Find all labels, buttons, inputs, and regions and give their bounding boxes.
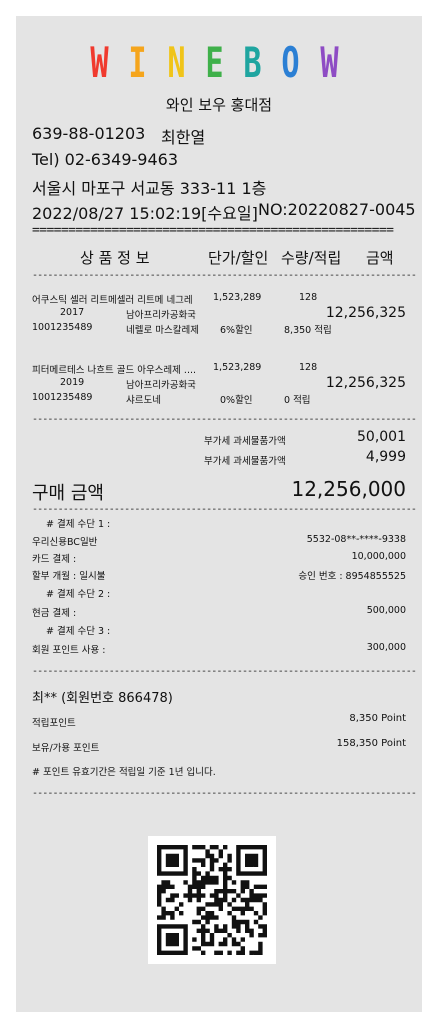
double-separator: ========================================… (32, 223, 394, 238)
business-number: 639-88-01203 (32, 124, 146, 143)
tax-label: 부가세 과세물품가액 (204, 436, 286, 447)
header-product: 상 품 정 보 (80, 249, 150, 267)
item-price: 1,523,289 (213, 292, 262, 303)
balance-points-label: 보유/가용 포인트 (32, 743, 100, 754)
logo-letter: B (243, 38, 272, 87)
receipt-number: NO:20220827-0045 (258, 200, 416, 219)
logo-letter: O (281, 38, 310, 87)
tax-value: 4,999 (365, 449, 406, 465)
payment-method-2: # 결제 수단 2 : (46, 589, 111, 600)
receipt-datetime: 2022/08/27 15:02:19[수요일] (32, 204, 258, 223)
item-amount: 12,256,325 (325, 375, 406, 391)
qr-code-image (157, 845, 267, 955)
logo-letter: W (320, 38, 348, 87)
total-value: 12,256,000 (291, 477, 406, 501)
tax-label: 부가세 과세물품가액 (204, 456, 286, 467)
item-vintage: 2017 (60, 307, 85, 318)
logo-letter: N (166, 38, 195, 87)
card-amount: 10,000,000 (351, 551, 406, 562)
installment: 할부 개월 : 일시불 (32, 571, 106, 582)
item-points: 0 적립 (284, 395, 311, 406)
logo-letter: W (90, 38, 118, 87)
payment-method-3: # 결제 수단 3 : (46, 626, 111, 637)
item-code: 1001235489 (32, 322, 93, 333)
item-code: 1001235489 (32, 392, 93, 403)
card-label: 카드 결제 : (32, 554, 77, 565)
points-use-amount: 300,000 (366, 642, 406, 653)
cash-amount: 500,000 (366, 605, 406, 616)
earned-points-label: 적립포인트 (32, 718, 76, 729)
store-tel: Tel) 02-6349-9463 (32, 150, 179, 169)
balance-points-value: 158,350 Point (336, 738, 406, 749)
item-discount: 0%할인 (220, 395, 253, 406)
member-info: 최** (회원번호 866478) (32, 691, 173, 706)
item-name: 피터메르테스 나흐트 골드 아우스레제 .... (32, 365, 196, 376)
logo-letter: I (128, 38, 157, 87)
item-origin: 남아프리카공화국 (126, 380, 196, 391)
total-label: 구매 금액 (32, 483, 104, 504)
item-qty: 128 (299, 292, 318, 303)
owner-name: 최한열 (161, 128, 206, 147)
store-name: 와인 보우 홍대점 (165, 96, 273, 114)
item-qty: 128 (299, 362, 318, 373)
tax-value: 50,001 (357, 429, 406, 445)
cash-label: 현금 결제 : (32, 608, 77, 619)
item-vintage: 2019 (60, 377, 85, 388)
single-separator: ----------------------------------------… (32, 414, 417, 425)
logo-letter: E (205, 38, 233, 87)
item-points: 8,350 적립 (284, 325, 332, 336)
approval-number: 승인 번호 : 8954855525 (298, 571, 406, 582)
earned-points-value: 8,350 Point (349, 713, 406, 724)
qr-code (148, 836, 276, 964)
points-use-label: 회원 포인트 사용 : (32, 645, 106, 656)
item-amount: 12,256,325 (325, 305, 406, 321)
payment-method-1: # 결제 수단 1 : (46, 519, 111, 530)
item-name: 어쿠스틱 셀러 리트메셀러 리트메 네그레 (32, 295, 193, 306)
card-name: 우리신용BC일반 (32, 537, 98, 548)
item-price: 1,523,289 (213, 362, 262, 373)
store-address: 서울시 마포구 서교동 333-11 1층 (32, 179, 267, 198)
single-separator: ----------------------------------------… (32, 788, 417, 799)
header-price-discount: 단가/할인 (208, 249, 269, 267)
single-separator: ----------------------------------------… (32, 504, 417, 515)
item-discount: 6%할인 (220, 325, 253, 336)
item-grape: 샤르도네 (126, 395, 161, 406)
card-number: 5532-08**-****-9338 (306, 534, 406, 545)
header-qty-points: 수량/적립 (281, 249, 342, 267)
header-amount: 금액 (366, 249, 394, 267)
single-separator: ----------------------------------------… (32, 666, 417, 677)
points-notice: # 포인트 유효기간은 적립일 기준 1년 입니다. (32, 767, 216, 778)
item-origin: 남아프리카공화국 (126, 310, 196, 321)
item-grape: 네렐로 마스칼레제 (126, 325, 199, 336)
single-separator: ----------------------------------------… (32, 270, 417, 281)
